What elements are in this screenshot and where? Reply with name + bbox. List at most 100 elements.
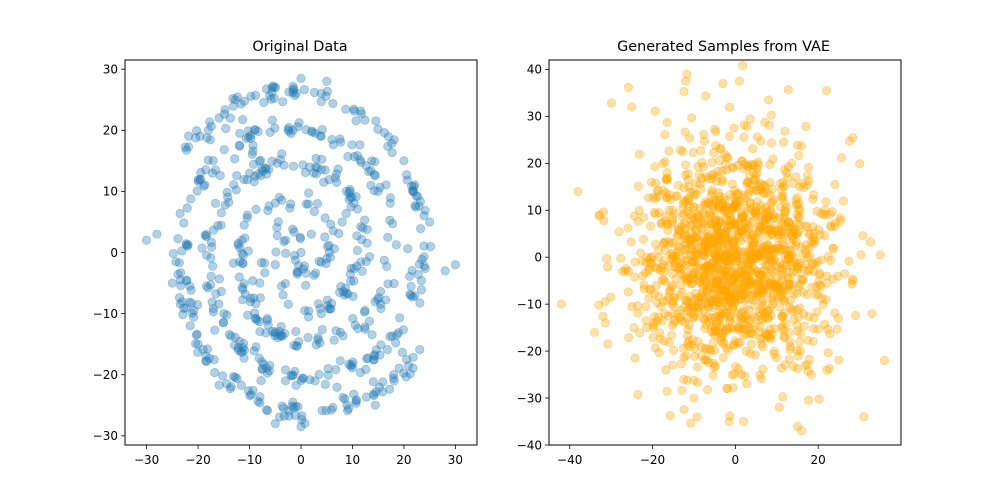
generated-samples-point (696, 342, 706, 352)
generated-samples-point (629, 272, 640, 282)
generated-samples-point (682, 306, 692, 316)
original-data-point (346, 192, 356, 203)
original-data-point (413, 269, 423, 280)
original-data-point (323, 363, 333, 374)
original-data-point (405, 289, 415, 299)
generated-samples-point (661, 188, 671, 198)
generated-samples-point (724, 247, 735, 258)
generated-samples-point (809, 190, 819, 200)
generated-samples-x-tick-label: 20 (811, 453, 826, 467)
generated-samples-point (742, 270, 752, 280)
generated-samples-point (693, 270, 703, 281)
generated-samples-point (725, 209, 735, 219)
original-data-point (375, 286, 386, 297)
generated-samples-point (790, 258, 801, 268)
generated-samples-point (753, 249, 764, 259)
original-data-point (342, 400, 352, 410)
generated-samples-point (732, 252, 742, 263)
generated-samples-point (715, 240, 725, 250)
generated-samples-point (738, 163, 748, 174)
generated-samples-point (731, 197, 741, 207)
original-data-point (383, 141, 393, 151)
generated-samples-point (650, 239, 661, 249)
generated-samples-point (715, 253, 726, 263)
original-data-point (175, 299, 185, 309)
original-data-point (191, 330, 201, 340)
original-data-point (183, 142, 194, 152)
generated-samples-point (669, 301, 679, 311)
original-data-point (372, 294, 383, 305)
generated-samples-point (708, 169, 719, 179)
generated-samples-point (677, 287, 687, 297)
generated-samples-point (676, 305, 687, 315)
original-data-point (186, 194, 196, 204)
generated-samples-point (771, 286, 781, 296)
generated-samples-point (645, 221, 656, 231)
generated-samples-point (788, 224, 798, 234)
original-data-point (279, 236, 289, 247)
generated-samples-point (750, 287, 760, 298)
generated-samples-point (688, 299, 698, 309)
generated-samples-point (737, 314, 747, 324)
generated-samples-point (716, 321, 727, 331)
generated-samples-point (683, 296, 693, 306)
generated-samples-point (728, 383, 738, 393)
original-data-point (277, 149, 287, 159)
generated-samples-point (723, 259, 733, 270)
generated-samples-point (687, 233, 697, 243)
original-data-point (238, 114, 248, 125)
generated-samples-point (697, 158, 707, 168)
original-data-point (239, 174, 249, 185)
generated-samples-point (677, 359, 687, 369)
original-data-point (219, 309, 229, 319)
original-data-point (246, 133, 256, 143)
generated-samples-point (765, 331, 775, 342)
generated-samples-point (762, 240, 772, 250)
original-data-point (294, 260, 304, 271)
original-data-point (349, 276, 359, 286)
generated-samples-point (706, 327, 716, 337)
generated-samples-point (713, 220, 723, 230)
generated-samples-point (680, 127, 690, 137)
original-data-point (277, 401, 287, 411)
generated-samples-point (708, 370, 718, 380)
original-data-point (401, 372, 411, 382)
generated-samples-point (763, 95, 774, 105)
original-data-point (286, 371, 296, 381)
generated-samples-point (720, 287, 731, 298)
original-data-x-tick-label: 10 (345, 453, 360, 467)
original-data-point (419, 261, 429, 271)
original-data-point (220, 105, 230, 115)
generated-samples-point (816, 255, 826, 265)
generated-samples-point (718, 353, 728, 363)
original-data-point (387, 219, 398, 229)
original-data-point (414, 201, 424, 211)
generated-samples-point (822, 278, 832, 288)
generated-samples-point (681, 260, 691, 270)
generated-samples-point (728, 202, 739, 212)
generated-samples-point (749, 312, 760, 322)
generated-samples-point (725, 288, 735, 298)
generated-samples-point (792, 267, 802, 277)
original-data-point (408, 363, 418, 373)
generated-samples-point (779, 282, 789, 292)
generated-samples-point (779, 181, 790, 191)
generated-samples-point (679, 404, 689, 415)
generated-samples-point (723, 242, 733, 252)
generated-samples-point (643, 193, 654, 203)
generated-samples-point (668, 205, 678, 215)
original-data-point (225, 113, 235, 123)
original-data-point (230, 154, 240, 164)
generated-samples-point (810, 259, 820, 270)
generated-samples-point (688, 335, 698, 345)
generated-samples-point (751, 202, 761, 212)
generated-samples-point (756, 223, 766, 233)
generated-samples-point (689, 269, 699, 279)
generated-samples-point (795, 337, 805, 347)
generated-samples-point (783, 217, 794, 227)
generated-samples-point (782, 245, 792, 256)
original-data-point (274, 327, 285, 337)
generated-samples-point (730, 292, 740, 302)
generated-samples-point (779, 245, 790, 255)
generated-samples-point (714, 217, 724, 227)
